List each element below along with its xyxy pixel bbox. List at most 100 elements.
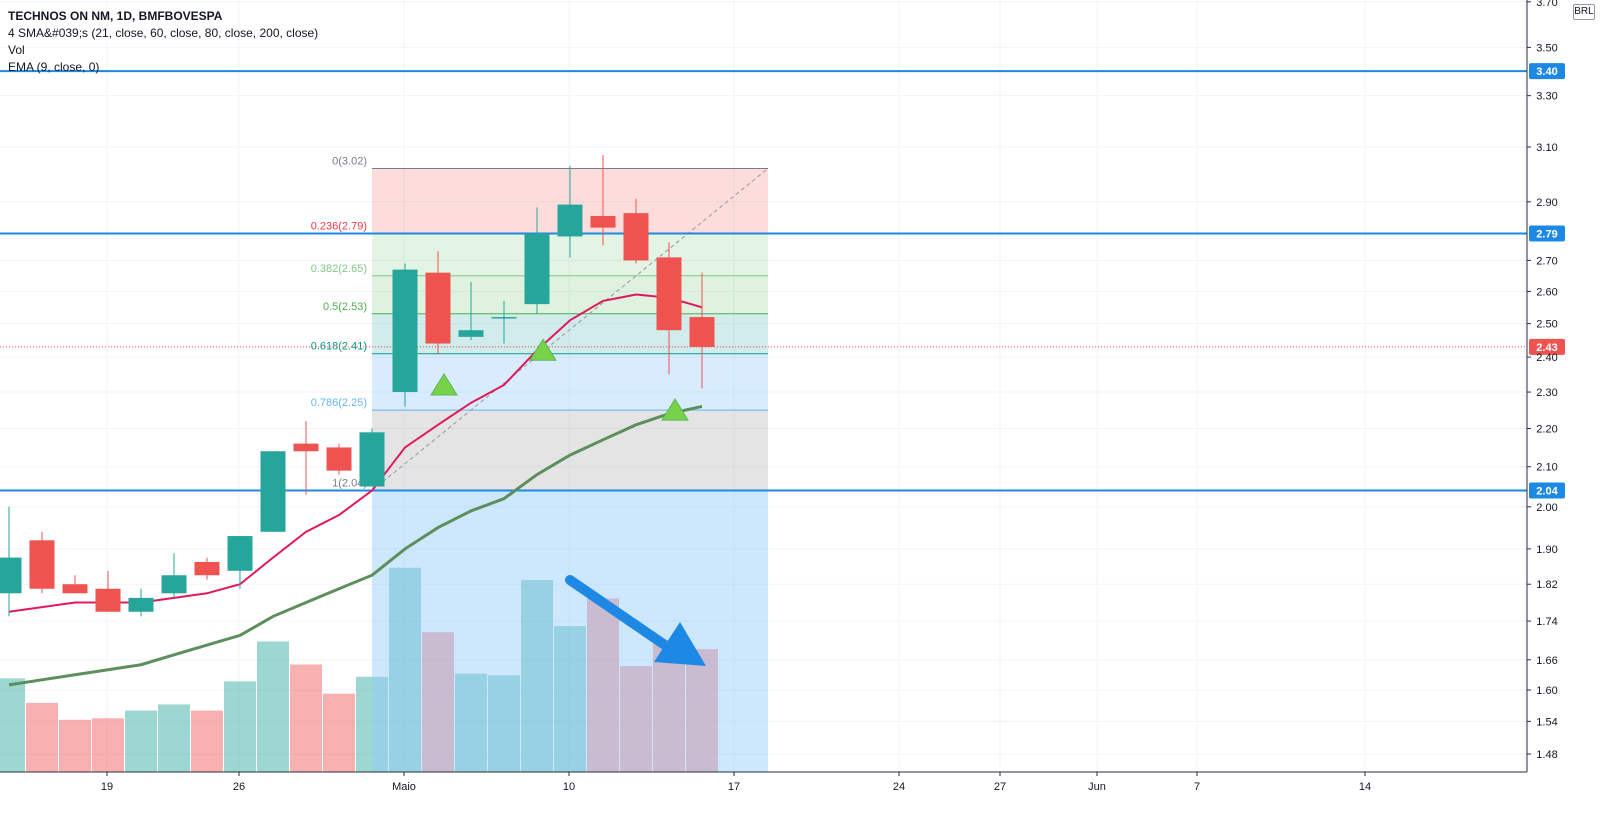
volume-bar: [620, 666, 652, 772]
fib-zone: [372, 353, 768, 411]
volume-bar: [125, 710, 157, 772]
time-axis: 19 26 Maio 10 17 24 27 Jun 7 14: [0, 771, 1527, 793]
volume-bar: [455, 673, 487, 772]
price-tick-label: 1.48: [1536, 749, 1557, 761]
candle-body: [524, 233, 550, 305]
price-label: 2.43: [1536, 342, 1557, 354]
volume-bar: [488, 675, 520, 772]
candle-body: [326, 447, 352, 471]
candle-body: [491, 317, 517, 319]
signal-markers: [430, 338, 689, 421]
currency-badge[interactable]: BRL: [1573, 4, 1595, 20]
candle-body: [557, 204, 583, 237]
time-tick-label: 27: [994, 781, 1006, 793]
horizontal-lines: [0, 70, 1527, 492]
time-tick-label: 10: [563, 781, 575, 793]
price-tick-label: 2.40: [1536, 352, 1557, 364]
candle-body: [0, 557, 22, 594]
price-label: 3.40: [1536, 66, 1557, 78]
volume-bar: [158, 704, 190, 772]
chart-legend: TECHNOS ON NM, 1D, BMFBOVESPA 4 SMA&#039…: [8, 8, 318, 76]
volume-bar: [521, 580, 553, 772]
ema-line: [8, 293, 703, 613]
price-tick-label: 3.50: [1536, 42, 1557, 54]
fib-level-label: 0.236(2.79): [311, 220, 367, 232]
candle: [0, 506, 22, 617]
candle-body: [161, 575, 187, 594]
candle-body: [62, 584, 88, 594]
price-tick-label: 2.90: [1536, 197, 1557, 209]
candle: [656, 242, 682, 375]
volume-bar: [26, 702, 58, 772]
candle-body: [359, 432, 385, 487]
candle-body: [392, 269, 418, 393]
price-tick-label: 3.10: [1536, 142, 1557, 154]
candle: [491, 300, 517, 344]
time-tick-label: Jun: [1088, 781, 1106, 793]
price-label-badge: [1529, 338, 1565, 355]
volume-bar: [0, 678, 25, 772]
arrow-head: [654, 622, 706, 666]
sma-indicator-label[interactable]: 4 SMA&#039;s (21, close, 60, close, 80, …: [8, 26, 319, 40]
price-tick-label: 1.54: [1536, 716, 1557, 728]
volume-bar: [587, 598, 619, 772]
symbol-title[interactable]: TECHNOS ON NM, 1D, BMFBOVESPA: [8, 9, 223, 23]
candle: [227, 536, 253, 589]
price-tick-label: 2.00: [1536, 502, 1557, 514]
fibonacci-retracement: 0(3.02) 0.236(2.79) 0.382(2.65) 0.5(2.53) 0.…: [311, 155, 769, 772]
date-range-zone: [372, 490, 768, 772]
candle-body: [689, 317, 715, 347]
candle-body: [29, 540, 55, 589]
time-tick-label: 7: [1194, 781, 1200, 793]
price-tick-label: 2.30: [1536, 387, 1557, 399]
price-tick-label: 2.60: [1536, 286, 1557, 298]
ema-indicator-label[interactable]: EMA (9, close, 0): [8, 60, 100, 74]
fib-level-label: 0.618(2.41): [311, 341, 367, 353]
price-tick-label: 1.74: [1536, 616, 1557, 628]
volume-indicator-label[interactable]: Vol: [8, 43, 25, 57]
price-axis-bg: [1527, 0, 1601, 816]
price-label: 2.04: [1536, 486, 1558, 498]
fib-trend-line: [371, 168, 769, 491]
price-tick-label: 1.90: [1536, 544, 1557, 556]
price-tick-label: 3.70: [1536, 0, 1557, 9]
candle: [194, 557, 220, 580]
candle-body: [458, 330, 484, 337]
price-tick-label: 1.66: [1536, 655, 1557, 667]
candle: [128, 588, 154, 617]
candle: [623, 198, 649, 264]
candle-body: [95, 588, 121, 612]
candle-body: [260, 451, 286, 532]
candle-body: [656, 257, 682, 331]
time-tick-label: 26: [233, 781, 245, 793]
candle: [260, 451, 286, 532]
buy-signal-triangle: [661, 398, 689, 421]
fib-level-label: 0.382(2.65): [311, 263, 367, 275]
price-tick-label: 2.10: [1536, 462, 1557, 474]
time-tick-label: 24: [893, 781, 905, 793]
time-tick-label: 17: [728, 781, 740, 793]
volume-bar: [59, 719, 91, 772]
candle-body: [227, 536, 253, 571]
candle-body: [194, 561, 220, 576]
volume-bar: [224, 681, 256, 772]
candle: [689, 272, 715, 389]
candle: [95, 570, 121, 612]
candle: [392, 263, 418, 407]
candle: [524, 207, 550, 314]
volume-bar: [389, 567, 421, 772]
fib-zone: [372, 410, 768, 491]
price-label-badge: [1529, 225, 1565, 242]
candle: [326, 443, 352, 475]
candle: [557, 165, 583, 258]
price-tick-label: 1.60: [1536, 685, 1557, 697]
candle: [161, 553, 187, 598]
candle-body: [293, 443, 319, 452]
candle: [425, 251, 451, 354]
candle: [359, 428, 385, 487]
price-label-badge: [1529, 63, 1565, 80]
candle: [29, 531, 55, 594]
fib-level-label: 0.5(2.53): [323, 301, 367, 313]
price-label-badge: [1529, 482, 1565, 499]
